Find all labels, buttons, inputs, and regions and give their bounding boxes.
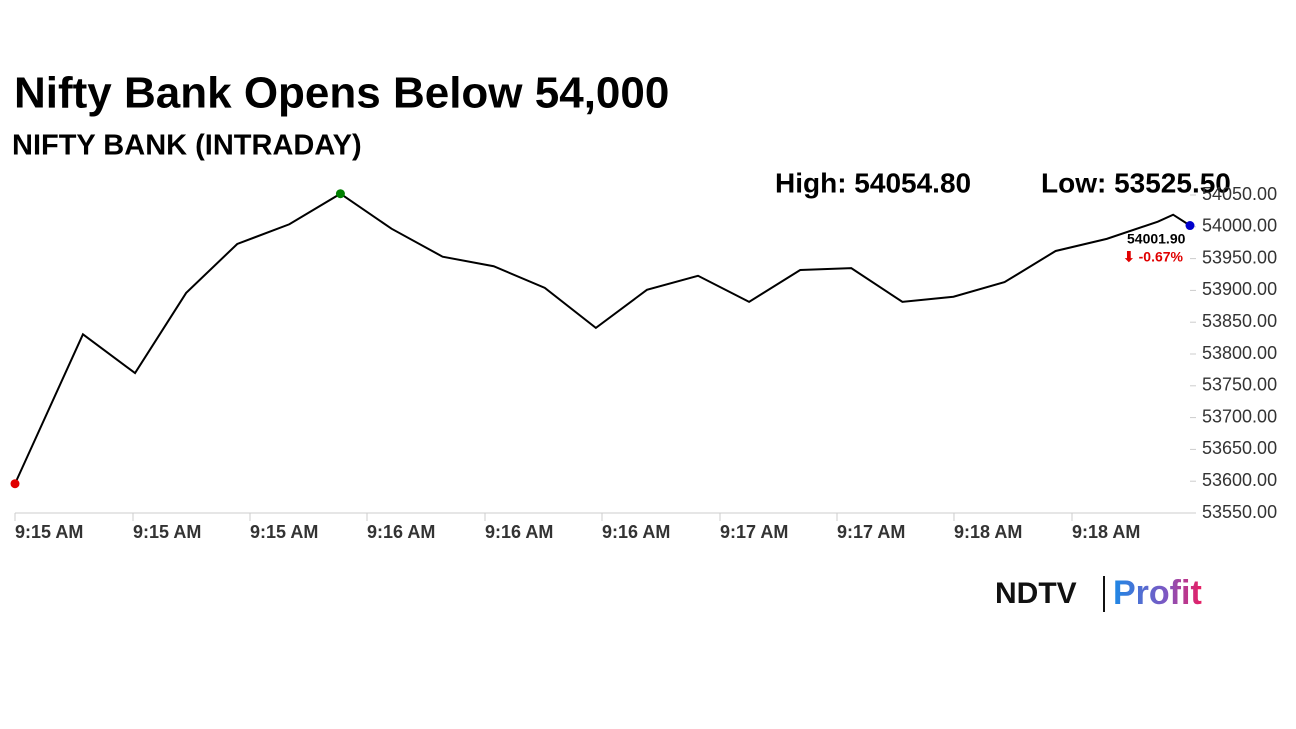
y-tick-label: 53550.00	[1202, 502, 1277, 522]
chart-title: Nifty Bank Opens Below 54,000	[14, 69, 669, 118]
x-tick-label: 9:15 AM	[250, 522, 318, 542]
chart-subtitle: NIFTY BANK (INTRADAY)	[12, 130, 362, 162]
y-tick-label: 54000.00	[1202, 216, 1277, 236]
x-tick-label: 9:16 AM	[602, 522, 670, 542]
y-tick-label: 53950.00	[1202, 247, 1277, 267]
x-tick-label: 9:16 AM	[367, 522, 435, 542]
high-label: High: 54054.80	[775, 167, 971, 198]
logo-ndtv: NDTV	[995, 577, 1077, 610]
x-tick-label: 9:17 AM	[720, 522, 788, 542]
low-label: Low: 53525.50	[1041, 167, 1231, 198]
plot: 53550.00 53600.00 53650.00 53700.00 53750.00…	[10, 184, 1277, 542]
y-tick-label: 53800.00	[1202, 343, 1277, 363]
last-value-label: 54001.90	[1127, 231, 1186, 247]
logo-profit: Profit	[1113, 574, 1202, 612]
x-tick-label: 9:15 AM	[15, 522, 83, 542]
y-tick-label: 53850.00	[1202, 311, 1277, 331]
marker-first	[10, 479, 20, 489]
y-tick-label: 53700.00	[1202, 406, 1277, 426]
y-tick-label: 53600.00	[1202, 470, 1277, 490]
x-tick-label: 9:18 AM	[954, 522, 1022, 542]
marker-last	[1185, 221, 1195, 231]
x-tick-label: 9:18 AM	[1072, 522, 1140, 542]
marker-high	[335, 189, 345, 199]
y-tick-label: 53650.00	[1202, 438, 1277, 458]
y-tick-label: 53750.00	[1202, 375, 1277, 395]
x-tick-label: 9:17 AM	[837, 522, 905, 542]
line-series	[14, 192, 1191, 485]
y-tick-label: 53900.00	[1202, 279, 1277, 299]
x-tick-label: 9:16 AM	[485, 522, 553, 542]
change-label: ⬇ -0.67%	[1123, 249, 1184, 265]
y-tick-label: 54050.00	[1202, 184, 1277, 204]
x-tick-label: 9:15 AM	[133, 522, 201, 542]
